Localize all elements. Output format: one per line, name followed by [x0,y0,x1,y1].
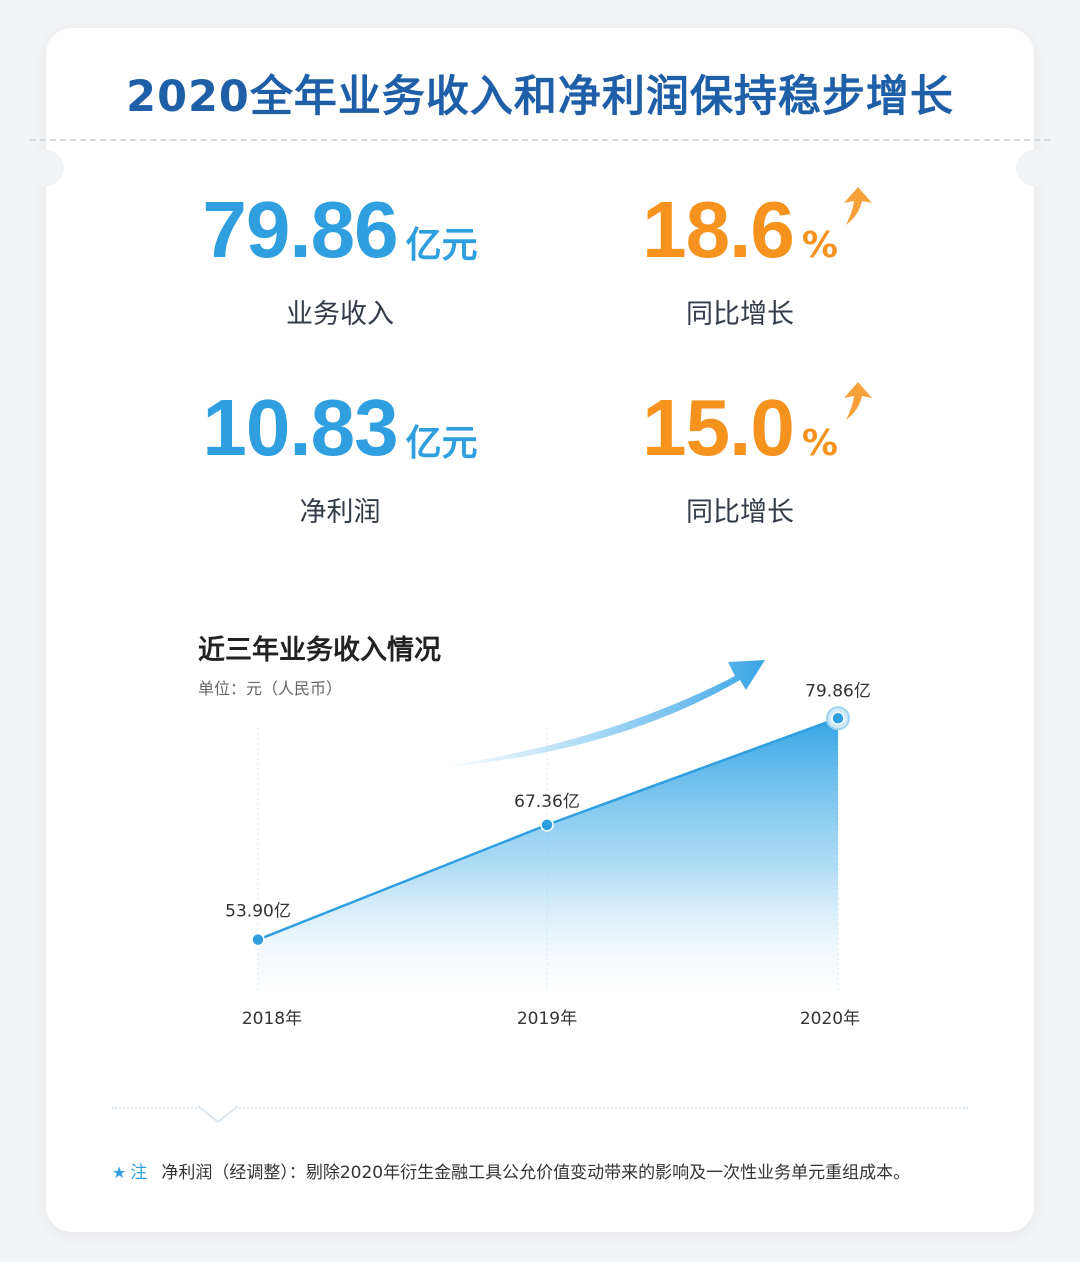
stat-revenue-growth-value: 18.6 [642,185,795,274]
chart-area-fill [258,718,838,990]
trend-arrow-icon [432,660,765,768]
stat-revenue-value: 79.86 [202,185,398,274]
stat-revenue: 79.86 亿元 业务收入 [190,190,490,331]
stat-profit-growth-unit: % [801,423,838,464]
infographic-card [28,28,1052,1232]
stat-net-profit-value: 10.83 [202,383,398,472]
data-point [251,932,265,947]
stat-revenue-unit: 亿元 [405,225,478,266]
up-arrow-icon [844,187,872,225]
stat-net-profit-unit: 亿元 [405,423,478,464]
chart-title: 近三年业务收入情况 [198,635,441,666]
stat-net-profit: 10.83 亿元 净利润 [190,388,490,529]
up-arrow-icon [844,382,872,420]
stat-revenue-label: 业务收入 [286,299,394,330]
footnote-label: 注 [130,1163,148,1183]
data-point [831,711,845,726]
star-icon: ★ [112,1163,127,1182]
footer-divider [112,1107,968,1109]
stat-revenue-growth-label: 同比增长 [686,299,794,330]
title-divider [30,139,1050,141]
card-notch-right [1016,150,1052,186]
data-point [540,818,554,832]
chart-subtitle: 单位：元（人民币） [198,679,343,698]
card-notch-left [28,150,64,186]
x-tick-label: 2019年 [517,1009,577,1029]
stat-revenue-growth-unit: % [801,225,838,266]
page-title: 2020全年业务收入和净利润保持稳步增长 [126,72,954,122]
footnote-text: 净利润（经调整）：剔除2020年衍生金融工具公允价值变动带来的影响及一次性业务单… [161,1163,911,1183]
x-tick-label: 2020年 [800,1009,860,1029]
data-label: 79.86亿 [805,681,871,701]
footnote: ★ 注净利润（经调整）：剔除2020年衍生金融工具公允价值变动带来的影响及一次性业… [112,1158,910,1183]
stat-profit-growth-value: 15.0 [642,383,795,472]
data-label: 53.90亿 [225,902,291,922]
stat-profit-growth-label: 同比增长 [686,497,794,528]
stat-net-profit-label: 净利润 [299,497,381,528]
stat-profit-growth: 15.0% 同比增长 [630,388,850,529]
stat-revenue-growth: 18.6% 同比增长 [630,190,850,331]
x-tick-label: 2018年 [242,1009,302,1029]
divider-notch [198,1105,238,1124]
data-label: 67.36亿 [514,792,580,812]
